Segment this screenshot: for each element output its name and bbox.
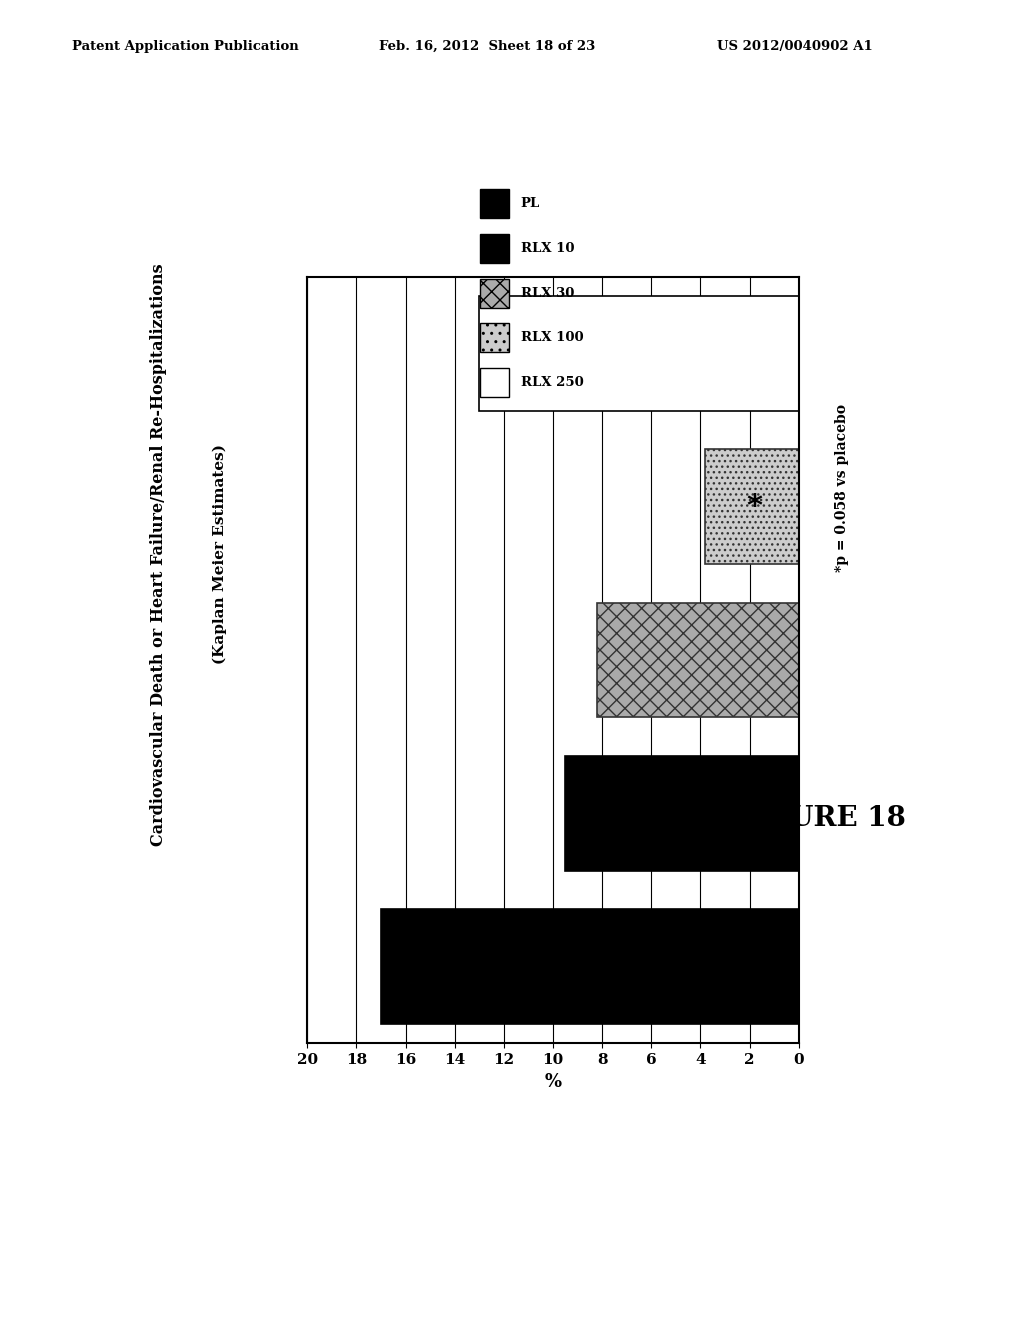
Text: *: * [746, 492, 763, 521]
Text: RLX 30: RLX 30 [520, 286, 574, 300]
Bar [565, 755, 799, 871]
Bar [479, 297, 799, 412]
Text: Patent Application Publication: Patent Application Publication [72, 40, 298, 53]
Text: RLX 250: RLX 250 [520, 376, 584, 389]
Bar [706, 449, 799, 565]
Bar [480, 368, 509, 397]
Bar [480, 279, 509, 308]
Text: (Kaplan Meier Estimates): (Kaplan Meier Estimates) [213, 445, 227, 664]
Text: *p = 0.058 vs placebo: *p = 0.058 vs placebo [835, 404, 849, 573]
Text: RLX 100: RLX 100 [520, 331, 584, 345]
Bar [480, 234, 509, 263]
Text: PL: PL [520, 197, 540, 210]
Text: RLX 10: RLX 10 [520, 242, 574, 255]
Text: Feb. 16, 2012  Sheet 18 of 23: Feb. 16, 2012 Sheet 18 of 23 [379, 40, 595, 53]
Bar [381, 908, 799, 1024]
Text: US 2012/0040902 A1: US 2012/0040902 A1 [717, 40, 872, 53]
X-axis label: %: % [545, 1073, 561, 1092]
Text: FIGURE 18: FIGURE 18 [733, 805, 905, 832]
Bar [480, 323, 509, 352]
Bar [480, 189, 509, 218]
Bar [597, 603, 799, 718]
Text: Cardiovascular Death or Heart Failure/Renal Re-Hospitalizations: Cardiovascular Death or Heart Failure/Re… [151, 263, 167, 846]
